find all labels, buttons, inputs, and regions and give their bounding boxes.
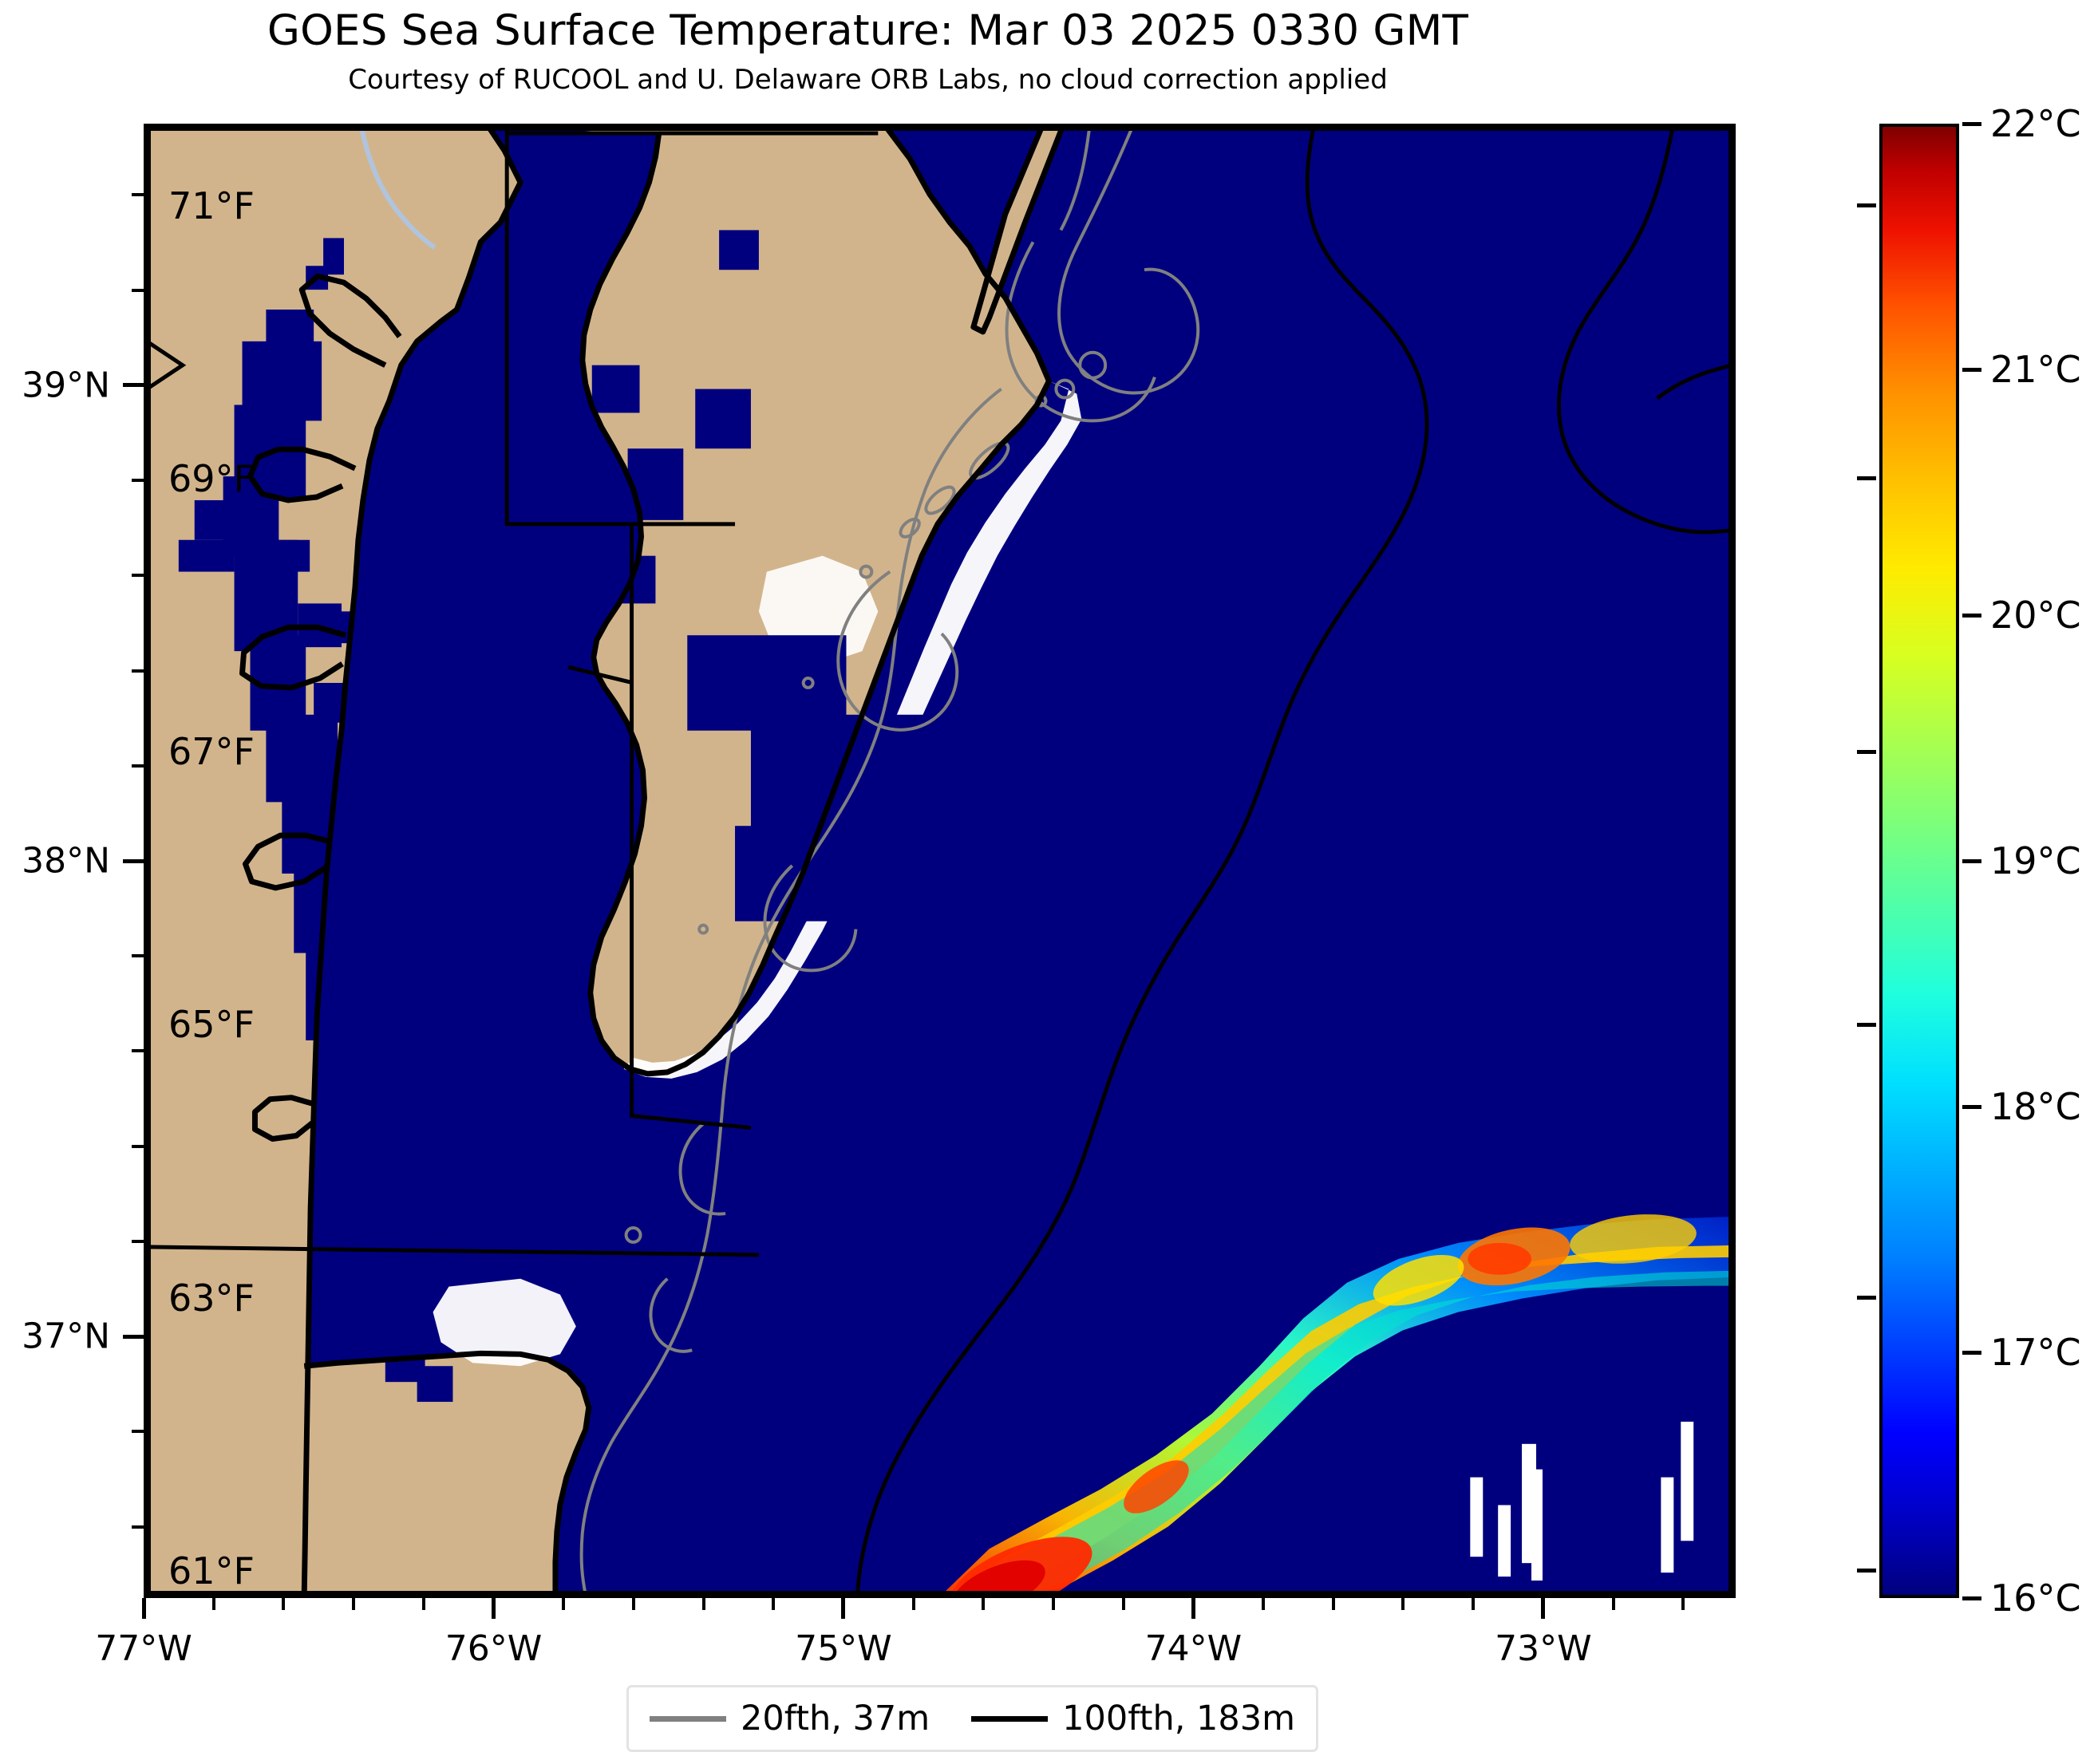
- map-canvas: [147, 127, 1732, 1595]
- y-tick-major: [123, 1334, 144, 1339]
- y-tick-minor: [132, 954, 144, 958]
- x-tick-major: [841, 1598, 846, 1619]
- x-tick-minor: [631, 1598, 635, 1610]
- x-tick-label: 75°W: [795, 1628, 892, 1669]
- legend-line-20fth: [650, 1715, 726, 1722]
- colorbar-label-celsius: 16°C: [1990, 1577, 2081, 1620]
- colorbar-tick-celsius: [1962, 367, 1981, 372]
- colorbar-tick-celsius: [1962, 613, 1981, 618]
- colorbar-tick-celsius: [1962, 858, 1981, 863]
- y-tick-minor: [132, 1525, 144, 1529]
- x-tick-minor: [982, 1598, 986, 1610]
- susquehanna-river: [358, 127, 437, 250]
- coastline: [239, 127, 1065, 1595]
- x-tick-minor: [282, 1598, 286, 1610]
- gulf-stream-front: [941, 1214, 1732, 1595]
- colorbar-tick-celsius: [1962, 1350, 1981, 1355]
- sst-map-plot[interactable]: [144, 124, 1736, 1598]
- colorbar-label-fahrenheit: 71°F: [168, 184, 255, 227]
- legend-line-100fth: [971, 1715, 1049, 1722]
- y-tick-minor: [132, 1239, 144, 1243]
- legend-item-100fth: 100fth, 183m: [971, 1699, 1295, 1738]
- colorbar-label-celsius: 19°C: [1990, 839, 2081, 882]
- y-tick-minor: [132, 193, 144, 197]
- colorbar-tick-fahrenheit: [1857, 1296, 1876, 1300]
- x-tick-label: 77°W: [95, 1628, 192, 1669]
- colorbar-tick-fahrenheit: [1857, 476, 1876, 481]
- state-borders: [147, 127, 879, 1257]
- colorbar-tick-fahrenheit: [1857, 1022, 1876, 1027]
- x-tick-minor: [772, 1598, 776, 1610]
- x-tick-minor: [352, 1598, 356, 1610]
- x-tick-minor: [1472, 1598, 1476, 1610]
- colorbar-tick-celsius: [1962, 121, 1981, 126]
- x-tick-major: [1541, 1598, 1546, 1619]
- colorbar-label-celsius: 17°C: [1990, 1331, 2081, 1374]
- colorbar-label-celsius: 21°C: [1990, 348, 2081, 391]
- x-tick-minor: [911, 1598, 915, 1610]
- nodata-streaks: [1470, 1421, 1694, 1581]
- x-tick-minor: [1121, 1598, 1125, 1610]
- x-tick-label: 74°W: [1144, 1628, 1243, 1669]
- x-tick-minor: [562, 1598, 566, 1610]
- x-tick-major: [491, 1598, 496, 1619]
- legend: 20fth, 37m 100fth, 183m: [626, 1685, 1319, 1752]
- x-tick-label: 73°W: [1495, 1628, 1592, 1669]
- x-tick-label: 76°W: [444, 1628, 543, 1669]
- x-tick-minor: [1681, 1598, 1685, 1610]
- colorbar-tick-celsius: [1962, 1596, 1981, 1600]
- colorbar-tick-fahrenheit: [1857, 203, 1876, 208]
- plot-frame: [147, 127, 1732, 1595]
- x-tick-minor: [1331, 1598, 1335, 1610]
- y-tick-minor: [132, 288, 144, 292]
- colorbar-tick-celsius: [1962, 1104, 1981, 1109]
- y-tick-minor: [132, 669, 144, 673]
- page-title: GOES Sea Surface Temperature: Mar 03 202…: [267, 6, 1469, 55]
- colorbar-tick-fahrenheit: [1857, 1569, 1876, 1573]
- y-tick-major: [123, 858, 144, 863]
- y-tick-label: 37°N: [22, 1316, 110, 1357]
- colorbar-label-fahrenheit: 69°F: [168, 456, 255, 500]
- legend-label-20fth: 20fth, 37m: [741, 1699, 930, 1738]
- x-tick-minor: [1401, 1598, 1405, 1610]
- colorbar-label-celsius: 20°C: [1990, 594, 2081, 637]
- y-tick-minor: [132, 574, 144, 578]
- y-tick-minor: [132, 1049, 144, 1053]
- x-tick-minor: [1611, 1598, 1615, 1610]
- legend-item-20fth: 20fth, 37m: [650, 1699, 930, 1738]
- colorbar-label-fahrenheit: 67°F: [168, 730, 255, 774]
- colorbar-label-fahrenheit: 65°F: [168, 1003, 255, 1047]
- x-tick-minor: [701, 1598, 705, 1610]
- y-tick-label: 39°N: [22, 365, 110, 406]
- x-tick-major: [141, 1598, 146, 1619]
- colorbar-label-celsius: 18°C: [1990, 1085, 2081, 1128]
- y-tick-minor: [132, 1430, 144, 1434]
- y-tick-minor: [132, 1144, 144, 1148]
- colorbar[interactable]: [1879, 124, 1959, 1598]
- x-tick-minor: [1262, 1598, 1266, 1610]
- legend-label-100fth: 100fth, 183m: [1062, 1699, 1296, 1738]
- y-tick-label: 38°N: [22, 840, 110, 882]
- page-subtitle: Courtesy of RUCOOL and U. Delaware ORB L…: [348, 64, 1388, 96]
- y-tick-minor: [132, 764, 144, 768]
- x-tick-minor: [421, 1598, 425, 1610]
- colorbar-label-fahrenheit: 63°F: [168, 1276, 255, 1320]
- contour-100fth: [855, 127, 1732, 1595]
- x-tick-major: [1191, 1598, 1195, 1619]
- y-tick-major: [123, 383, 144, 388]
- colorbar-label-fahrenheit: 61°F: [168, 1549, 255, 1592]
- x-tick-minor: [1052, 1598, 1055, 1610]
- x-tick-minor: [211, 1598, 215, 1610]
- colorbar-label-celsius: 22°C: [1990, 102, 2081, 145]
- colorbar-tick-fahrenheit: [1857, 749, 1876, 754]
- y-tick-minor: [132, 479, 144, 483]
